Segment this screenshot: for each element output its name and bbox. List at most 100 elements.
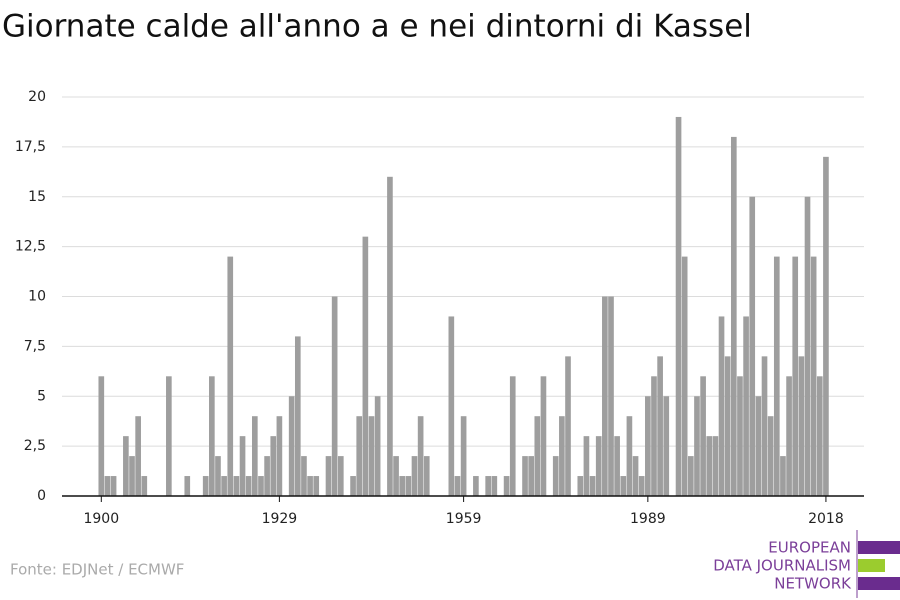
bar xyxy=(251,416,258,496)
bar xyxy=(387,176,393,497)
bar xyxy=(589,476,596,496)
bar xyxy=(215,456,221,496)
bar xyxy=(602,296,608,496)
y-tick-label: 7,5 xyxy=(24,338,46,354)
bar xyxy=(780,456,786,496)
x-tick-label: 1929 xyxy=(262,511,298,527)
bar xyxy=(614,436,620,496)
bar xyxy=(423,456,430,496)
bar xyxy=(503,476,510,496)
bar xyxy=(718,316,725,496)
bar xyxy=(816,376,823,496)
bar xyxy=(638,476,645,496)
bar xyxy=(595,436,602,496)
x-tick-label: 1989 xyxy=(630,511,666,527)
bar xyxy=(730,136,737,496)
bar xyxy=(227,256,234,496)
bar xyxy=(294,336,301,496)
logo-text: DATA JOURNALISM xyxy=(713,557,851,575)
chart-title: Giornate calde all'anno a e nei dintorni… xyxy=(2,9,752,45)
bar xyxy=(411,456,418,496)
y-tick-label: 15 xyxy=(28,189,46,205)
bar xyxy=(823,156,829,496)
bar xyxy=(620,476,627,496)
bar xyxy=(209,376,215,496)
bar xyxy=(608,296,614,496)
bar xyxy=(141,476,148,496)
bar xyxy=(337,456,344,496)
bar xyxy=(706,436,713,496)
bar xyxy=(331,296,338,496)
bar xyxy=(552,456,559,496)
bar xyxy=(559,416,565,496)
bar xyxy=(123,436,129,496)
bar xyxy=(356,416,363,496)
bar xyxy=(737,376,743,496)
bar xyxy=(454,476,461,496)
bar xyxy=(368,416,375,496)
bar xyxy=(313,476,320,496)
logo-bar xyxy=(858,577,900,590)
bar xyxy=(700,376,706,496)
bar xyxy=(626,416,633,496)
bar xyxy=(374,396,381,496)
bar xyxy=(767,416,774,496)
y-tick-label: 5 xyxy=(37,388,46,404)
bar xyxy=(202,476,209,496)
bar xyxy=(405,476,412,496)
bar xyxy=(393,456,399,496)
bar xyxy=(417,416,424,496)
bar xyxy=(98,376,105,496)
bar xyxy=(761,356,768,496)
bar xyxy=(276,416,283,496)
y-tick-label: 20 xyxy=(28,89,46,105)
bar xyxy=(534,416,541,496)
bar xyxy=(583,436,590,496)
x-tick-label: 2018 xyxy=(808,511,844,527)
logo-text: EUROPEAN xyxy=(768,539,851,557)
bar xyxy=(233,476,240,496)
bar xyxy=(301,456,307,496)
bar xyxy=(362,236,369,496)
bar xyxy=(522,456,528,496)
x-tick-label: 1900 xyxy=(83,511,119,527)
bar xyxy=(798,356,805,496)
bar xyxy=(239,436,246,496)
logo-bar xyxy=(858,541,900,554)
bar xyxy=(473,476,479,496)
bar xyxy=(221,476,227,496)
bar xyxy=(288,396,295,496)
bar xyxy=(325,456,332,496)
bar xyxy=(577,476,584,496)
y-tick-label: 12,5 xyxy=(15,239,46,255)
source: Fonte: EDJNet / ECMWF xyxy=(10,561,184,579)
bar xyxy=(270,436,277,496)
bar xyxy=(184,476,191,496)
bar xyxy=(755,396,762,496)
bar xyxy=(712,436,719,496)
y-tick-label: 17,5 xyxy=(15,139,46,155)
bar xyxy=(792,256,799,496)
bar xyxy=(694,396,700,496)
bar xyxy=(448,316,455,496)
bar xyxy=(399,476,406,496)
bar xyxy=(773,256,780,496)
bar xyxy=(509,376,516,496)
bar xyxy=(743,316,749,496)
bar xyxy=(485,476,492,496)
bar xyxy=(307,476,313,496)
logo-text: NETWORK xyxy=(774,575,852,593)
logo-bar xyxy=(858,559,885,572)
bar xyxy=(749,196,756,496)
bar xyxy=(135,416,141,496)
bar xyxy=(663,396,670,496)
bar xyxy=(804,196,811,496)
bar xyxy=(104,476,111,496)
bar xyxy=(245,476,252,496)
bar xyxy=(657,356,663,496)
bar xyxy=(645,396,651,496)
bar xyxy=(681,256,688,496)
y-tick-label: 2,5 xyxy=(24,438,46,454)
bar xyxy=(786,376,792,496)
